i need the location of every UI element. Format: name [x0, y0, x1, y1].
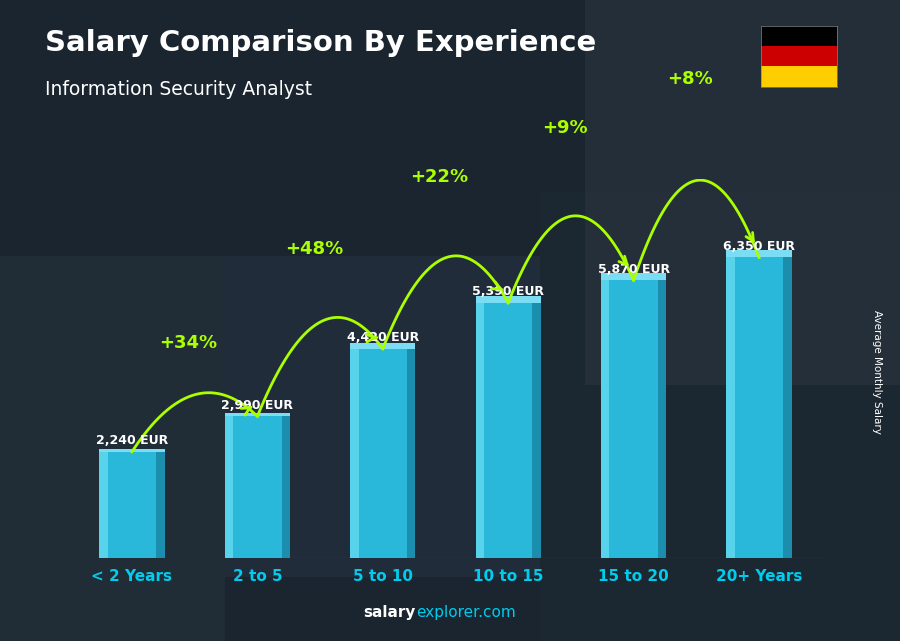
Bar — [783, 258, 792, 558]
Bar — [475, 303, 541, 558]
Bar — [99, 449, 165, 452]
Text: Average Monthly Salary: Average Monthly Salary — [872, 310, 883, 434]
Bar — [601, 273, 666, 280]
Bar — [532, 303, 541, 558]
Bar — [760, 26, 837, 46]
Bar — [350, 349, 359, 558]
Text: +22%: +22% — [410, 168, 468, 186]
Text: explorer.com: explorer.com — [416, 606, 516, 620]
Text: 2,240 EUR: 2,240 EUR — [96, 434, 168, 447]
Bar — [726, 250, 792, 258]
Text: +8%: +8% — [667, 71, 713, 88]
Bar — [350, 344, 416, 349]
Text: Information Security Analyst: Information Security Analyst — [45, 80, 312, 99]
Bar — [350, 349, 416, 558]
Bar — [726, 258, 792, 558]
Bar — [540, 192, 900, 641]
Bar — [282, 416, 290, 558]
Text: salary: salary — [364, 606, 416, 620]
Bar — [475, 303, 484, 558]
Bar — [760, 46, 837, 66]
Bar — [475, 297, 541, 303]
Bar — [658, 280, 666, 558]
Text: 2,990 EUR: 2,990 EUR — [221, 399, 293, 412]
Bar — [225, 413, 290, 416]
Bar — [726, 258, 735, 558]
Text: 5,870 EUR: 5,870 EUR — [598, 263, 670, 276]
Text: 6,350 EUR: 6,350 EUR — [723, 240, 795, 253]
Bar — [601, 280, 666, 558]
Bar — [225, 416, 290, 558]
Text: Salary Comparison By Experience: Salary Comparison By Experience — [45, 29, 596, 57]
Text: +48%: +48% — [284, 240, 343, 258]
Bar — [601, 280, 609, 558]
Bar — [156, 452, 165, 558]
Text: 5,390 EUR: 5,390 EUR — [472, 285, 544, 298]
Text: +34%: +34% — [159, 334, 218, 352]
Bar — [585, 0, 900, 385]
Text: 4,420 EUR: 4,420 EUR — [346, 331, 418, 344]
Bar — [0, 256, 225, 641]
Text: +9%: +9% — [542, 119, 588, 137]
Bar — [407, 349, 416, 558]
Bar — [760, 66, 837, 87]
Bar — [225, 256, 540, 577]
Bar — [99, 452, 165, 558]
Bar — [225, 416, 233, 558]
Bar — [99, 452, 108, 558]
